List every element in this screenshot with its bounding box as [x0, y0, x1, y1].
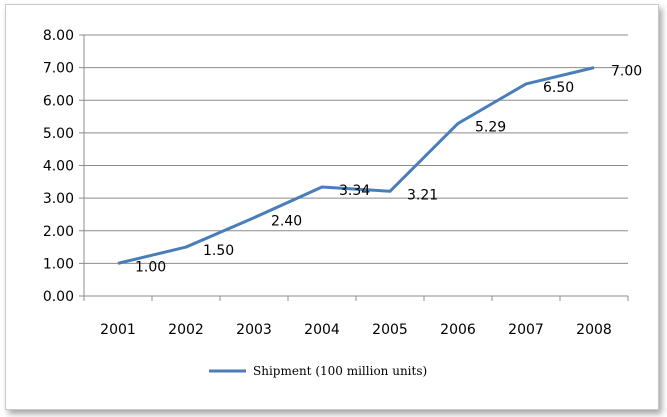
data-label: 1.00: [135, 259, 166, 275]
y-tick-label: 5.00: [43, 126, 74, 142]
y-tick-label: 4.00: [43, 159, 74, 175]
data-label: 5.29: [475, 119, 506, 135]
y-tick-label: 2.00: [43, 224, 74, 240]
data-label: 3.21: [407, 187, 438, 203]
x-tick-label: 2002: [168, 322, 204, 338]
line-chart: 0.00 1.00 2.00 3.00 4.00 5.00 6.00 7.00 8.00 200…: [43, 28, 642, 378]
x-tick-label: 2008: [576, 322, 612, 338]
x-tick-label: 2006: [440, 322, 476, 338]
legend: Shipment (100 million units): [209, 364, 427, 378]
x-tick-labels: 2001 2002 2003 2004 2005 2006 2007 2008: [100, 322, 612, 338]
y-tick-label: 1.00: [43, 256, 74, 272]
data-label: 3.34: [339, 183, 370, 199]
x-tick-label: 2003: [236, 322, 272, 338]
y-tick-label: 8.00: [43, 28, 74, 44]
x-tick-label: 2007: [508, 322, 544, 338]
y-tick-label: 0.00: [43, 289, 74, 305]
x-tick-label: 2004: [304, 322, 340, 338]
data-label: 1.50: [203, 243, 234, 259]
y-tick-labels: 0.00 1.00 2.00 3.00 4.00 5.00 6.00 7.00 8.00: [43, 28, 74, 305]
data-label: 7.00: [611, 64, 642, 80]
y-tick-label: 6.00: [43, 93, 74, 109]
series-line: [117, 66, 595, 265]
axes: [79, 34, 629, 301]
data-label: 6.50: [543, 80, 574, 96]
series-lines: [117, 66, 595, 265]
legend-label: Shipment (100 million units): [253, 364, 427, 378]
y-tick-label: 7.00: [43, 61, 74, 77]
chart-frame: 0.00 1.00 2.00 3.00 4.00 5.00 6.00 7.00 8.00 200…: [5, 4, 659, 410]
data-label: 2.40: [271, 214, 302, 230]
gridlines: [84, 34, 628, 264]
x-tick-label: 2005: [372, 322, 408, 338]
x-tick-label: 2001: [100, 322, 136, 338]
y-tick-label: 3.00: [43, 191, 74, 207]
data-labels: 1.00 1.50 2.40 3.34 3.21 5.29 6.50 7.00: [135, 64, 642, 276]
